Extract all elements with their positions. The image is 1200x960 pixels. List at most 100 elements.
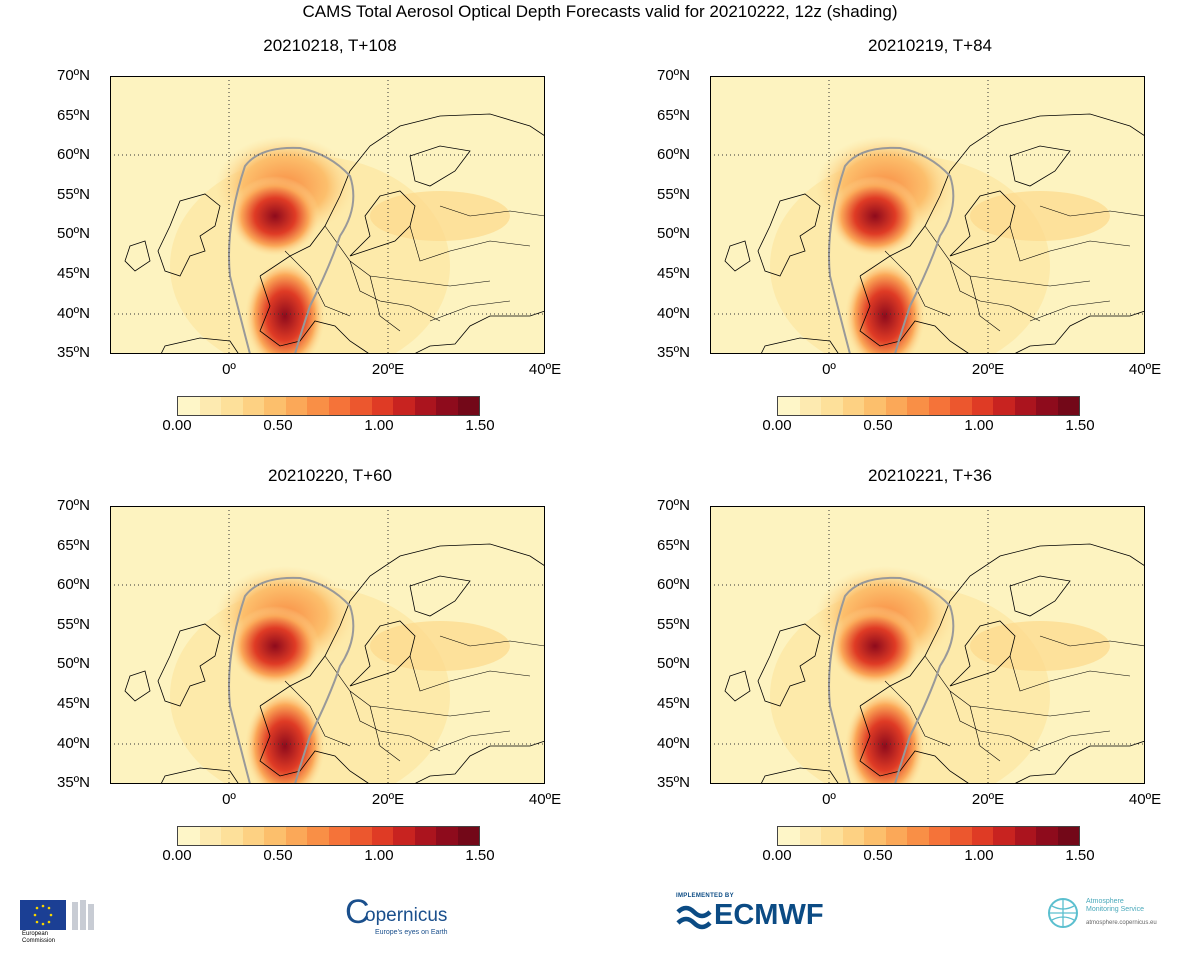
panel-title: 20210221, T+36 [868,466,992,485]
lat-label: 50ºN [57,225,90,242]
ecmwf-text: ECMWF [714,899,824,931]
lat-label: 50ºN [657,225,690,242]
ams-globe-icon [1048,898,1078,928]
lat-label: 65ºN [57,107,90,124]
eu-flag-icon [20,900,94,930]
colorbar-bin [842,827,864,845]
lon-label: 0º [222,361,236,378]
colorbar-tick: 1.50 [1065,417,1095,434]
colorbar-tick: 0.00 [162,417,192,434]
main-title: CAMS Total Aerosol Optical Depth Forecas… [302,2,898,21]
copernicus-subtitle: Europe's eyes on Earth [375,929,448,936]
colorbar-bin [778,827,800,845]
lat-label: 40ºN [57,735,90,752]
colorbar [177,826,480,846]
colorbar-bin [242,397,264,415]
colorbar-tick: 0.50 [863,847,893,864]
colorbar-bin [457,827,479,845]
lat-label: 65ºN [57,537,90,554]
colorbar-tick: 1.00 [964,847,994,864]
aod-map [110,76,545,354]
colorbar-tick: 1.50 [465,847,495,864]
ams-logo: Atmosphere Monitoring Service atmosphere… [1046,894,1196,938]
colorbar-bin [1036,397,1058,415]
colorbar-bin [1014,397,1036,415]
ams-text-1: Atmosphere [1086,898,1124,905]
copernicus-text: opernicus [365,905,448,926]
lat-label: 60ºN [657,146,690,163]
aod-map [710,76,1145,354]
colorbar-bin [971,397,993,415]
lon-label: 20ºE [971,791,1005,808]
map-panel: 20210219, T+84 70ºN 65ºN 60ºN 55ºN 50ºN 45ºN 40… [650,36,1200,436]
lat-label: 35ºN [657,344,690,361]
colorbar-bin [799,397,821,415]
ecmwf-wave-icon [676,905,712,930]
colorbar-bin [778,397,800,415]
colorbar-bin [242,827,264,845]
colorbar-tick: 1.00 [364,847,394,864]
lon-label: 40ºE [528,361,562,378]
lat-label: 65ºN [657,107,690,124]
colorbar-bin [907,397,929,415]
colorbar-bin [993,397,1015,415]
lon-label: 40ºE [1128,361,1162,378]
lat-label: 35ºN [657,774,690,791]
colorbar-bin [864,827,886,845]
lat-label: 40ºN [57,305,90,322]
colorbar-bin [178,827,200,845]
lat-label: 70ºN [57,497,90,514]
colorbar-tick: 1.50 [1065,847,1095,864]
colorbar-bin [821,827,843,845]
colorbar-bin [1057,397,1079,415]
colorbar-bin [285,397,307,415]
colorbar-bin [457,397,479,415]
colorbar-bin [414,827,436,845]
colorbar [177,396,480,416]
lon-label: 0º [222,791,236,808]
panel-title: 20210220, T+60 [268,466,392,485]
map-panel: 20210220, T+60 70ºN 65ºN 60ºN 55ºN 50ºN 45ºN 40… [50,466,610,866]
colorbar-bin [1057,827,1079,845]
colorbar-bin [993,827,1015,845]
lat-label: 35ºN [57,774,90,791]
colorbar-bin [864,397,886,415]
colorbar-tick: 0.50 [263,417,293,434]
lat-label: 55ºN [57,616,90,633]
ec-text-1: European [22,931,49,937]
colorbar-bin [799,827,821,845]
colorbar-tick: 1.00 [364,417,394,434]
colorbar-bin [950,397,972,415]
colorbar-tick: 0.50 [863,417,893,434]
ecmwf-logo: IMPLEMENTED BY ECMWF [676,893,846,938]
colorbar-bin [285,827,307,845]
colorbar-bin [307,827,329,845]
lat-label: 55ºN [57,186,90,203]
ams-url: atmosphere.copernicus.eu [1086,920,1157,926]
aod-map [110,506,545,784]
colorbar-tick: 0.00 [762,417,792,434]
colorbar-bin [199,827,221,845]
lon-label: 20ºE [371,361,405,378]
colorbar-bin [1036,827,1058,845]
lon-label: 40ºE [528,791,562,808]
lat-label: 50ºN [657,655,690,672]
colorbar-bin [371,397,393,415]
colorbar-tick: 1.50 [465,417,495,434]
lat-label: 35ºN [57,344,90,361]
lat-label: 70ºN [657,67,690,84]
lon-label: 20ºE [371,791,405,808]
lat-label: 40ºN [657,305,690,322]
lat-label: 55ºN [657,186,690,203]
colorbar-bin [328,827,350,845]
colorbar-tick: 1.00 [964,417,994,434]
map-panel: 20210221, T+36 70ºN 65ºN 60ºN 55ºN 50ºN 45ºN 40… [650,466,1200,866]
copernicus-c: C [345,893,370,931]
colorbar-tick: 0.00 [162,847,192,864]
lon-label: 0º [822,791,836,808]
colorbar-bin [199,397,221,415]
colorbar-bin [393,827,415,845]
lat-label: 60ºN [657,576,690,593]
ec-text-2: Commission [22,938,56,944]
lat-label: 60ºN [57,576,90,593]
